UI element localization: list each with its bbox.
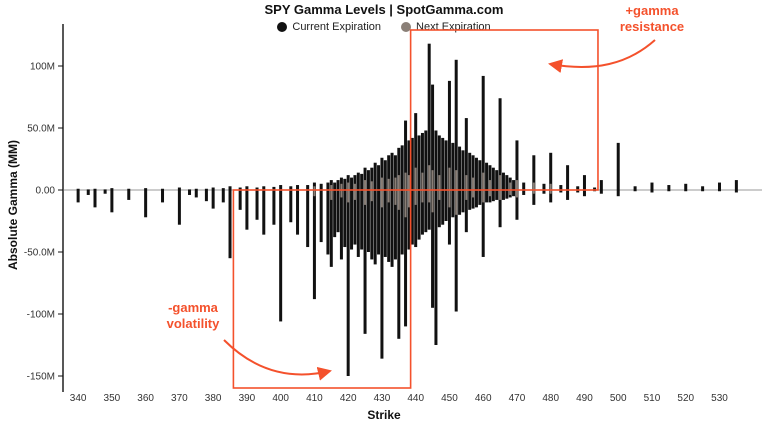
svg-text:-100M: -100M <box>27 310 55 321</box>
svg-text:340: 340 <box>70 393 87 404</box>
annotation-volatility-line1: -gamma <box>168 300 218 315</box>
svg-text:-150M: -150M <box>27 372 55 383</box>
resistance-arrow <box>548 39 656 73</box>
svg-text:500: 500 <box>610 393 627 404</box>
svg-text:390: 390 <box>239 393 256 404</box>
svg-text:460: 460 <box>475 393 492 404</box>
legend-dot-current-icon <box>277 22 288 32</box>
svg-text:530: 530 <box>711 393 728 404</box>
svg-text:100M: 100M <box>30 62 55 73</box>
svg-text:350: 350 <box>104 393 121 404</box>
annotation-gamma-volatility: -gamma volatility <box>143 300 243 333</box>
y-axis-ticks: 100M 50.0M 0.00 -50.0M -100M -150M <box>24 62 63 383</box>
svg-text:0.00: 0.00 <box>36 186 56 197</box>
svg-text:430: 430 <box>374 393 391 404</box>
svg-text:410: 410 <box>306 393 323 404</box>
svg-text:-50.0M: -50.0M <box>24 248 55 259</box>
svg-text:380: 380 <box>205 393 222 404</box>
svg-text:520: 520 <box>677 393 694 404</box>
volatility-arrow <box>223 339 332 381</box>
series-current-expiration <box>76 43 738 376</box>
svg-text:480: 480 <box>542 393 559 404</box>
legend-item-current-expiration[interactable]: Current Expiration <box>277 21 381 33</box>
annotation-volatility-line2: volatility <box>166 316 220 332</box>
legend-dot-next-icon <box>401 22 412 32</box>
svg-text:450: 450 <box>441 393 458 404</box>
svg-text:490: 490 <box>576 393 593 404</box>
svg-text:470: 470 <box>509 393 526 404</box>
legend-label-current: Current Expiration <box>292 21 382 33</box>
series-next-expiration <box>313 165 552 218</box>
chart-title: SPY Gamma Levels | SpotGamma.com <box>264 2 504 17</box>
x-axis-label: Strike <box>367 408 401 422</box>
svg-text:370: 370 <box>171 393 188 404</box>
svg-text:420: 420 <box>340 393 357 404</box>
x-axis-ticks: 340 350 360 370 380 390 400 410 420 430 440 450 460 4… <box>70 393 728 404</box>
annotation-gamma-resistance: +gamma resistance <box>600 3 704 36</box>
annotation-resistance-line1: +gamma <box>625 3 679 18</box>
svg-text:510: 510 <box>644 393 661 404</box>
volatility-zone-box <box>232 189 412 389</box>
annotation-resistance-line2: resistance <box>619 19 685 35</box>
svg-text:360: 360 <box>137 393 154 404</box>
svg-text:50.0M: 50.0M <box>27 124 55 135</box>
svg-text:440: 440 <box>407 393 424 404</box>
svg-text:400: 400 <box>272 393 289 404</box>
resistance-zone-box <box>409 29 599 191</box>
